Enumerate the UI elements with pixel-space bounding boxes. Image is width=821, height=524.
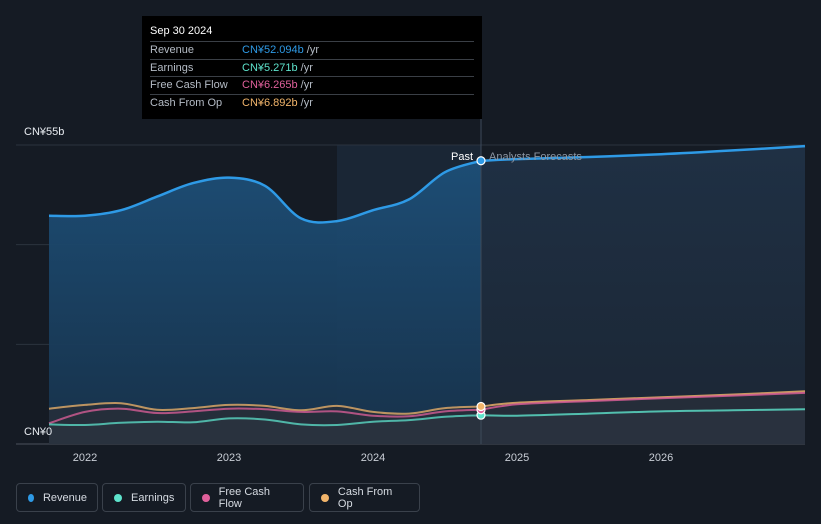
revenue-forecast-area (481, 146, 805, 444)
earnings-area (49, 409, 805, 444)
x-tick-label: 2025 (505, 452, 529, 464)
free-cash-flow-past-line (48, 407, 482, 425)
cash-from-op-past-line (48, 402, 482, 415)
tooltip-row-unit: /yr (300, 61, 313, 74)
legend-item-free-cash-flow[interactable]: Free Cash Flow (190, 483, 304, 512)
legend-label: Cash From Op (337, 485, 393, 510)
forecast-label: Analysts Forecasts (489, 151, 582, 163)
tooltip-row-name: Revenue (150, 44, 195, 57)
tooltip-row-unit: /yr (306, 44, 320, 57)
tooltip-row-free-cash-flow: Free Cash Flow CN¥6.265b /yr (150, 76, 474, 94)
tooltip-date: Sep 30 2024 (150, 25, 213, 37)
legend-label: Earnings (131, 491, 175, 504)
earnings-forecast-line (480, 408, 806, 417)
revenue-dot-icon (28, 493, 34, 502)
revenue-past-area (49, 160, 481, 445)
free-cash-flow-dot-icon (202, 493, 210, 502)
tooltip-row-name: Cash From Op (150, 96, 223, 109)
x-tick-label: 2022 (73, 452, 97, 464)
x-tick-label: 2026 (649, 452, 673, 464)
y-axis-top-label: CN¥55b (24, 126, 65, 138)
revenue-marker (476, 156, 486, 166)
cash-from-op-forecast-line (480, 390, 806, 408)
revenue-forecast-line (480, 144, 806, 163)
legend-label: Free Cash Flow (218, 485, 271, 510)
x-tick-label: 2023 (217, 452, 241, 464)
tooltip-row-value: CN¥6.265b (242, 79, 298, 92)
earnings-dot-icon (114, 493, 122, 502)
past-label: Past (451, 151, 473, 163)
legend-item-earnings[interactable]: Earnings (102, 483, 186, 512)
tooltip-row-value: CN¥52.094b (242, 44, 304, 57)
tooltip-row-unit: /yr (300, 79, 313, 92)
legend-item-cash-from-op[interactable]: Cash From Op (309, 483, 420, 512)
tooltip-row-cash-from-op: Cash From Op CN¥6.892b /yr (150, 93, 474, 112)
tooltip: Sep 30 2024 Revenue CN¥52.094b /yr Earni… (142, 16, 482, 119)
tooltip-row-value: CN¥6.892b (242, 96, 298, 109)
free-cash-flow-forecast-line (480, 391, 806, 411)
cash-from-op-dot-icon (321, 493, 329, 502)
x-tick-label: 2024 (361, 452, 385, 464)
legend-label: Revenue (42, 491, 87, 504)
revenue-past-line (48, 159, 482, 224)
earnings-past-line (48, 414, 482, 427)
legend-item-revenue[interactable]: Revenue (16, 483, 98, 512)
y-axis-bottom-label: CN¥0 (24, 426, 53, 438)
cash-from-op-marker (476, 401, 486, 412)
tooltip-row-revenue: Revenue CN¥52.094b /yr (150, 41, 474, 59)
tooltip-row-name: Free Cash Flow (150, 79, 228, 92)
tooltip-row-name: Earnings (150, 61, 194, 74)
tooltip-row-unit: /yr (300, 96, 313, 109)
tooltip-row-value: CN¥5.271b (242, 61, 298, 74)
tooltip-row-earnings: Earnings CN¥5.271b /yr (150, 58, 474, 77)
